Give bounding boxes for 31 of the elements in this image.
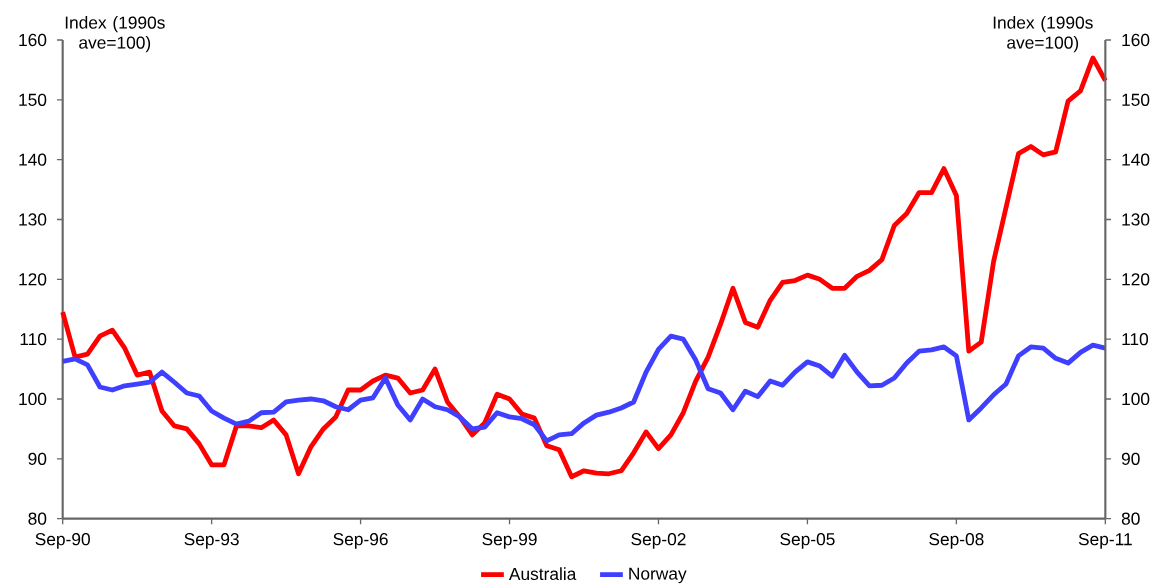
y-tick-label: 140 (19, 153, 47, 166)
x-tick-label: Sep-11 (1078, 533, 1132, 549)
y2-tick-label: 110 (1122, 333, 1149, 346)
y-tick-label: 80 (28, 512, 47, 525)
x-tick-label: Sep-93 (184, 533, 239, 549)
y2-tick-label: 120 (1122, 273, 1150, 286)
x-tick-label: Sep-08 (929, 533, 984, 549)
x-tick-label: Sep-02 (631, 533, 686, 549)
y2-tick-label: 160 (1122, 33, 1150, 47)
y2-tick-label: 140 (1122, 153, 1150, 166)
x-tick-label: Sep-90 (35, 533, 90, 549)
y-tick-label: 160 (19, 33, 47, 47)
y-tick-label: 120 (19, 273, 47, 286)
y2-tick-label: 150 (1122, 93, 1150, 106)
y2-tick-label: 80 (1121, 512, 1140, 525)
y-tick-label: 110 (20, 333, 47, 346)
x-tick-label: Sep-99 (482, 533, 537, 549)
y2-tick-label: 90 (1121, 452, 1140, 465)
y2-axis-title: Index (1990s ave=100) (993, 15, 1093, 53)
legend-label: Norway (629, 567, 687, 584)
line-series (60, 55, 1108, 480)
y-axis-title: Index (1990s ave=100) (65, 15, 165, 53)
y-tick-label: 130 (19, 213, 47, 226)
legend-label: Australia (508, 567, 577, 581)
y-tick-label: 100 (19, 392, 47, 406)
y2-tick-label: 100 (1122, 392, 1150, 406)
y-tick-label: 90 (28, 452, 47, 465)
x-tick-label: Sep-96 (333, 533, 388, 549)
y-tick-label: 150 (19, 93, 47, 106)
x-tick-label: Sep-05 (780, 533, 835, 549)
y2-tick-label: 130 (1122, 213, 1150, 226)
